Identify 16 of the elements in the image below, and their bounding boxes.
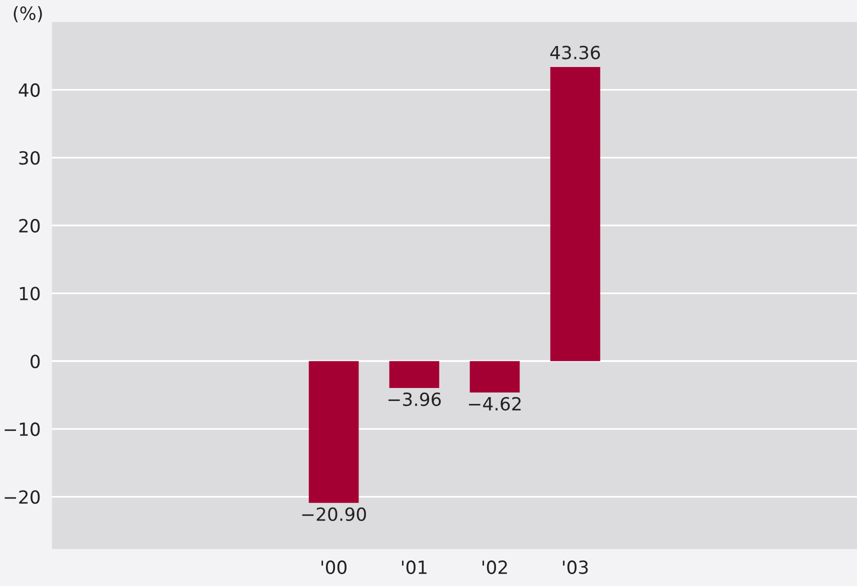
y-axis-title: (%): [14, 6, 42, 22]
x-tick-label: '02: [482, 560, 507, 574]
y-tick-label: −20: [4, 490, 40, 504]
y-tick-label: 0: [30, 354, 40, 368]
data-label: −3.96: [388, 392, 441, 406]
x-tick-label: '03: [563, 560, 588, 574]
y-tick-label: 30: [19, 151, 40, 165]
data-label: −20.90: [302, 507, 366, 522]
x-tick-label: '00: [322, 560, 347, 574]
y-tick-label: −10: [4, 422, 40, 436]
y-tick-label: 40: [18, 83, 40, 97]
data-label: −4.62: [468, 396, 521, 411]
y-tick-label: 20: [19, 218, 40, 233]
data-label: 43.36: [550, 46, 600, 60]
x-tick-label: '01: [402, 560, 427, 574]
y-tick-label: 10: [20, 286, 40, 300]
